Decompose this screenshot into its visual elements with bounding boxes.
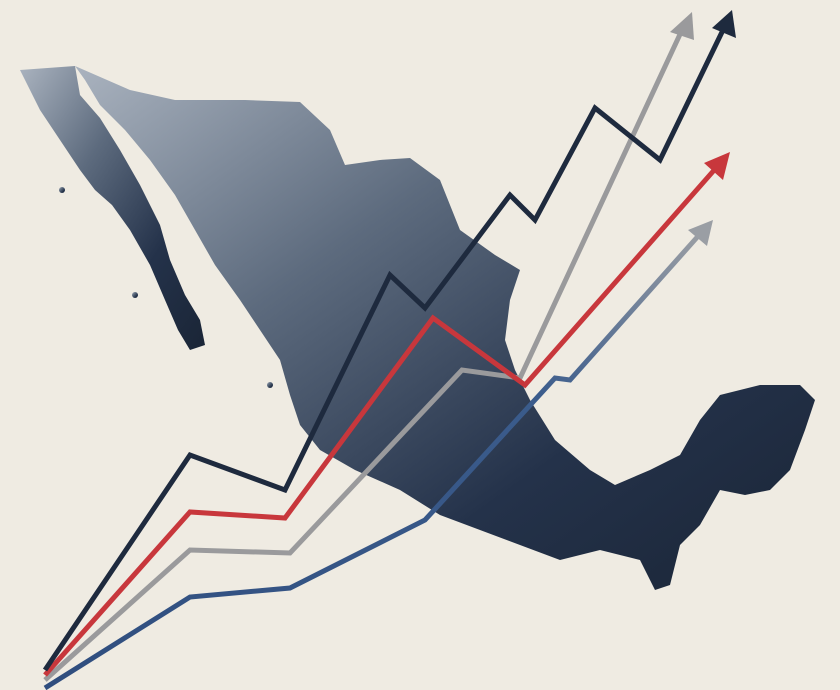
trend-line-navy	[42, 28, 726, 672]
trend-arrow-icon	[688, 220, 713, 246]
trend-line-blue	[43, 232, 702, 690]
trend-line-red	[43, 166, 718, 677]
trend-arrow-icon	[712, 10, 736, 38]
trend-arrow-icon	[670, 12, 694, 40]
trend-line-gray-upper	[43, 28, 685, 682]
trend-arrow-icon	[704, 152, 730, 180]
